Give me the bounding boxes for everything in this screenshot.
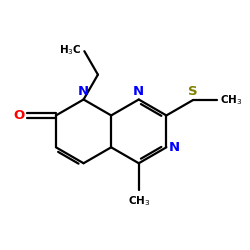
Text: N: N [169,141,180,154]
Text: CH$_3$: CH$_3$ [220,94,242,107]
Text: O: O [14,109,25,122]
Text: H$_3$C: H$_3$C [59,43,82,56]
Text: N: N [78,84,89,98]
Text: CH$_3$: CH$_3$ [128,194,150,208]
Text: N: N [133,84,144,98]
Text: S: S [188,86,198,98]
